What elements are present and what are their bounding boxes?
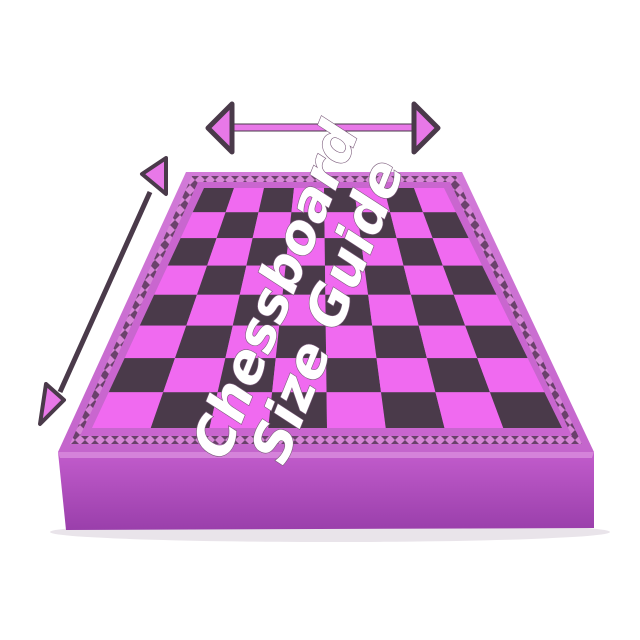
diagonal-length-arrow-icon bbox=[38, 156, 168, 426]
board-square bbox=[139, 294, 197, 326]
board-square bbox=[324, 188, 358, 213]
board-square bbox=[442, 265, 497, 295]
board-square bbox=[180, 212, 226, 239]
board-square bbox=[372, 325, 427, 359]
board-square bbox=[396, 238, 443, 266]
board-square bbox=[192, 188, 234, 213]
board-square bbox=[225, 325, 280, 359]
board-square bbox=[279, 294, 326, 326]
board-front-side bbox=[58, 452, 594, 530]
board-square bbox=[326, 392, 386, 428]
chessboard-squares bbox=[92, 188, 562, 428]
board-square bbox=[324, 238, 365, 266]
board-square bbox=[239, 265, 286, 295]
board-square bbox=[384, 188, 424, 213]
board-square bbox=[410, 294, 466, 326]
board-square bbox=[357, 212, 397, 239]
board-square bbox=[288, 212, 325, 239]
board-square bbox=[423, 212, 469, 239]
board-square bbox=[354, 188, 391, 213]
board-front-highlight bbox=[58, 452, 594, 458]
board-square bbox=[258, 188, 294, 213]
board-square bbox=[414, 188, 456, 213]
board-square bbox=[150, 392, 218, 428]
board-square bbox=[163, 358, 226, 393]
board-square bbox=[324, 265, 369, 295]
board-square bbox=[167, 238, 217, 266]
board-square bbox=[272, 358, 327, 393]
board-square bbox=[232, 294, 283, 326]
board-square bbox=[186, 294, 240, 326]
board-square bbox=[325, 294, 373, 326]
board-square bbox=[216, 212, 259, 239]
board-square bbox=[368, 294, 419, 326]
board-square bbox=[465, 325, 528, 359]
board-square bbox=[426, 358, 490, 393]
board-square bbox=[124, 325, 187, 359]
board-square bbox=[326, 358, 382, 393]
board-square bbox=[275, 325, 327, 359]
board-square bbox=[403, 265, 454, 295]
board-square bbox=[154, 265, 208, 295]
board-square bbox=[92, 392, 164, 428]
board-square bbox=[291, 188, 325, 213]
board-square bbox=[376, 358, 436, 393]
board-square bbox=[435, 392, 504, 428]
horizontal-width-arrow-icon bbox=[205, 101, 441, 155]
board-square bbox=[282, 265, 326, 295]
board-square bbox=[325, 325, 377, 359]
board-square bbox=[285, 238, 325, 266]
board-square bbox=[489, 392, 562, 428]
board-square bbox=[418, 325, 478, 359]
board-square bbox=[268, 392, 327, 428]
board-square bbox=[225, 188, 264, 213]
board-square bbox=[381, 392, 445, 428]
board-square bbox=[209, 392, 273, 428]
board-square bbox=[390, 212, 433, 239]
board-square bbox=[196, 265, 247, 295]
board-square bbox=[252, 212, 292, 239]
board-square bbox=[360, 238, 404, 266]
board-square bbox=[477, 358, 545, 393]
board-square bbox=[246, 238, 289, 266]
board-square bbox=[217, 358, 276, 393]
board-square bbox=[324, 212, 361, 239]
board-square bbox=[108, 358, 175, 393]
board-square bbox=[207, 238, 253, 266]
board-square bbox=[364, 265, 411, 295]
board-square bbox=[453, 294, 512, 326]
board-square bbox=[432, 238, 483, 266]
board-square bbox=[174, 325, 233, 359]
